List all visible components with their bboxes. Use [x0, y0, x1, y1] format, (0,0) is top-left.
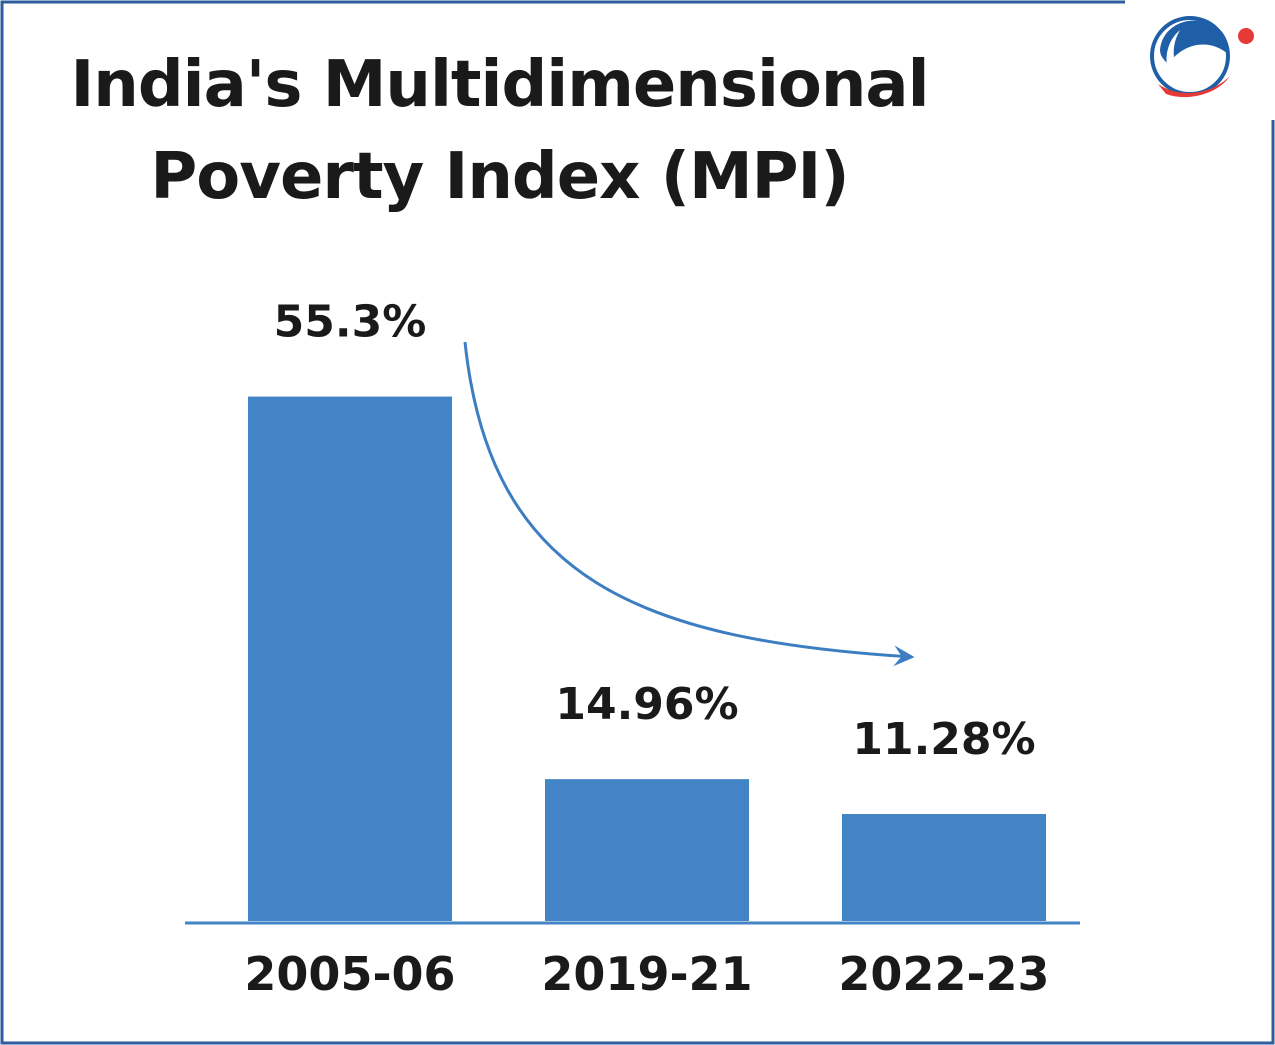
value-label-2005-06: 55.3%: [274, 297, 427, 348]
brand-logo-icon: [1150, 16, 1254, 98]
value-label-2019-21: 14.96%: [555, 679, 738, 730]
bar-2022-23: [842, 814, 1046, 921]
page-title-line-1: India's Multidimensional: [70, 48, 929, 122]
category-labels: 2005-06 2019-21 2022-23: [244, 947, 1049, 1001]
category-label-2005-06: 2005-06: [244, 947, 455, 1001]
bars: [248, 396, 1046, 921]
trend-arrow-icon: [463, 341, 915, 667]
category-label-2022-23: 2022-23: [838, 947, 1049, 1001]
value-label-2022-23: 11.28%: [852, 714, 1035, 765]
category-label-2019-21: 2019-21: [541, 947, 752, 1001]
page-title-line-2: Poverty Index (MPI): [150, 140, 849, 214]
bar-2005-06: [248, 396, 452, 921]
bar-2019-21: [545, 779, 749, 921]
value-labels: 55.3% 14.96% 11.28%: [274, 297, 1036, 765]
